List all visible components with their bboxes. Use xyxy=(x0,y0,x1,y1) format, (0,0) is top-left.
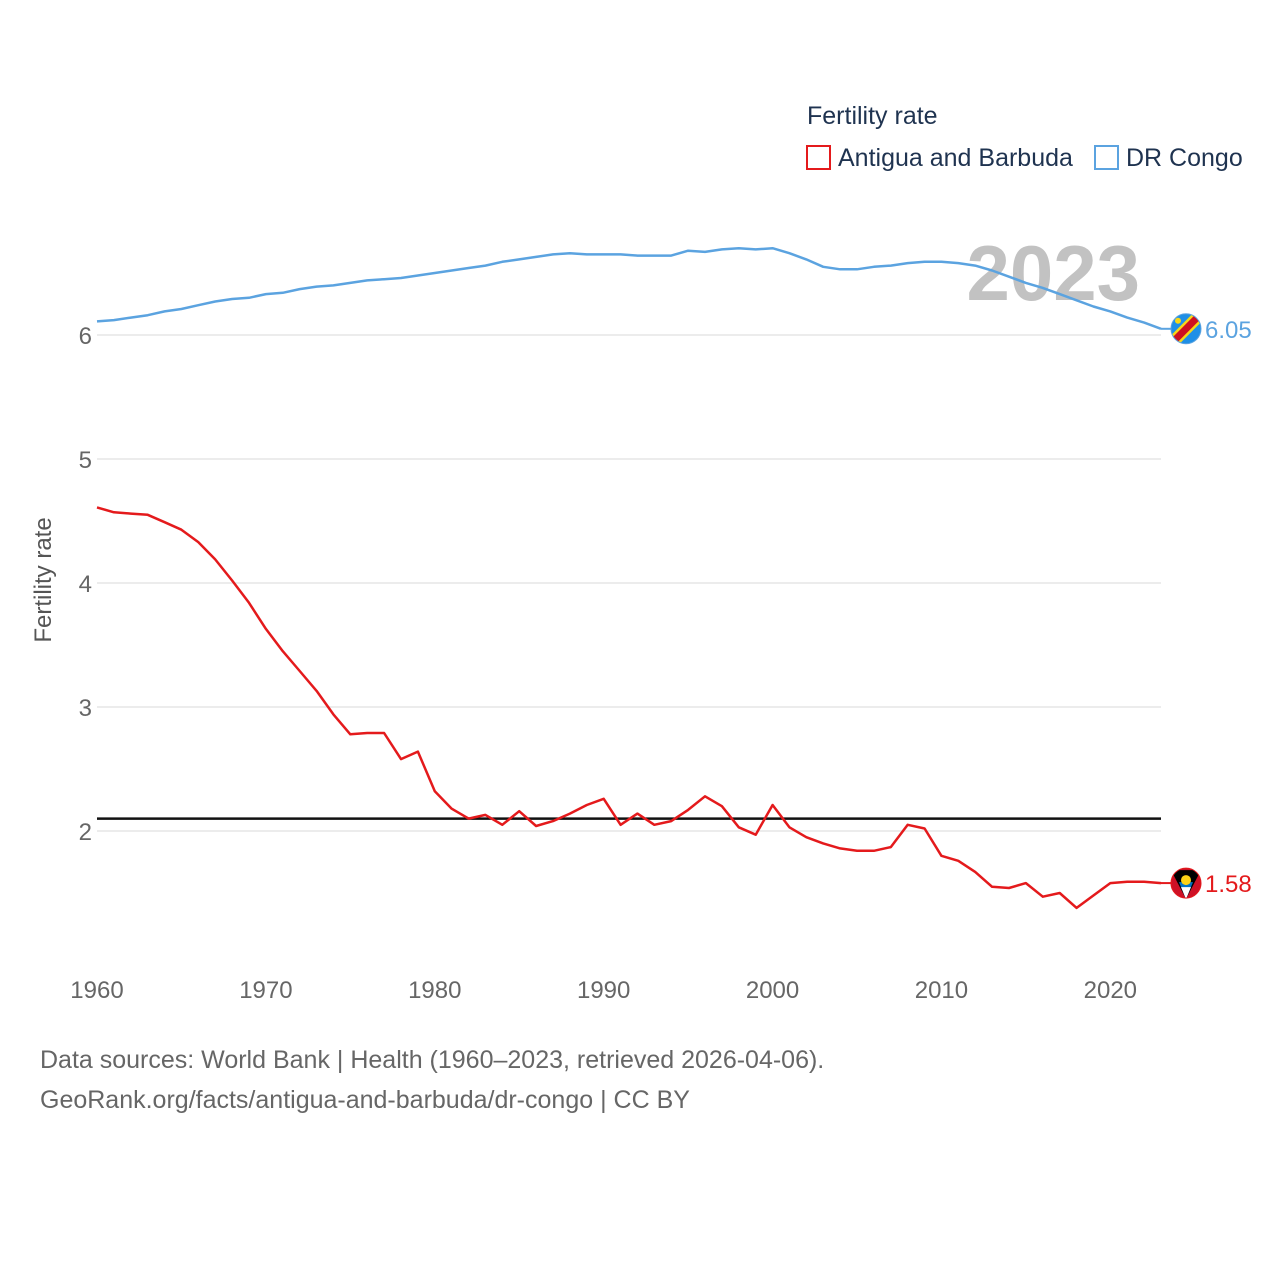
series-line-1[interactable] xyxy=(96,246,1162,330)
y-tick-2: 2 xyxy=(79,819,92,846)
legend-label-antigua[interactable]: Antigua and Barbuda xyxy=(838,144,1073,172)
x-tick-1990: 1990 xyxy=(577,977,630,1004)
x-tick-1970: 1970 xyxy=(239,977,292,1004)
legend: Fertility rate Antigua and Barbuda DR Co… xyxy=(806,102,1243,172)
source-note: Data sources: World Bank | Health (1960–… xyxy=(40,1040,824,1120)
series-line-0[interactable] xyxy=(96,506,1162,910)
y-tick-5: 5 xyxy=(79,447,92,474)
x-tick-2000: 2000 xyxy=(746,977,799,1004)
end-value-label-1: 6.05 xyxy=(1205,317,1252,344)
y-tick-3: 3 xyxy=(79,695,92,722)
x-tick-2020: 2020 xyxy=(1084,977,1137,1004)
y-axis-ticks: 2 3 4 5 6 xyxy=(79,323,92,846)
x-tick-1960: 1960 xyxy=(70,977,123,1004)
x-axis-ticks: 1960 1970 1980 1990 2000 2010 2020 xyxy=(70,977,1137,1004)
gridlines xyxy=(97,334,1161,832)
y-tick-6: 6 xyxy=(79,323,92,350)
legend-title: Fertility rate xyxy=(807,102,938,130)
fertility-rate-chart: 2 3 4 5 6 1960 1970 1980 1990 2000 2010 2020 Ferti… xyxy=(30,102,1252,1004)
drc-flag-icon xyxy=(1170,313,1202,345)
series-lines xyxy=(96,246,1162,910)
url-line[interactable]: GeoRank.org/facts/antigua-and-barbuda/dr… xyxy=(40,1086,690,1114)
antigua-flag-icon xyxy=(1170,867,1202,899)
series-end-markers: 1.58 6.05 xyxy=(1161,313,1252,899)
legend-swatch-drc[interactable] xyxy=(1094,145,1119,170)
legend-swatch-antigua[interactable] xyxy=(806,145,831,170)
x-tick-1980: 1980 xyxy=(408,977,461,1004)
end-value-label-0: 1.58 xyxy=(1205,871,1252,898)
y-tick-4: 4 xyxy=(79,571,92,598)
source-line: Data sources: World Bank | Health (1960–… xyxy=(40,1046,825,1074)
year-label: 2023 xyxy=(966,229,1140,317)
y-axis-title: Fertility rate xyxy=(30,517,57,642)
x-tick-2010: 2010 xyxy=(915,977,968,1004)
legend-label-drc[interactable]: DR Congo xyxy=(1126,144,1243,172)
